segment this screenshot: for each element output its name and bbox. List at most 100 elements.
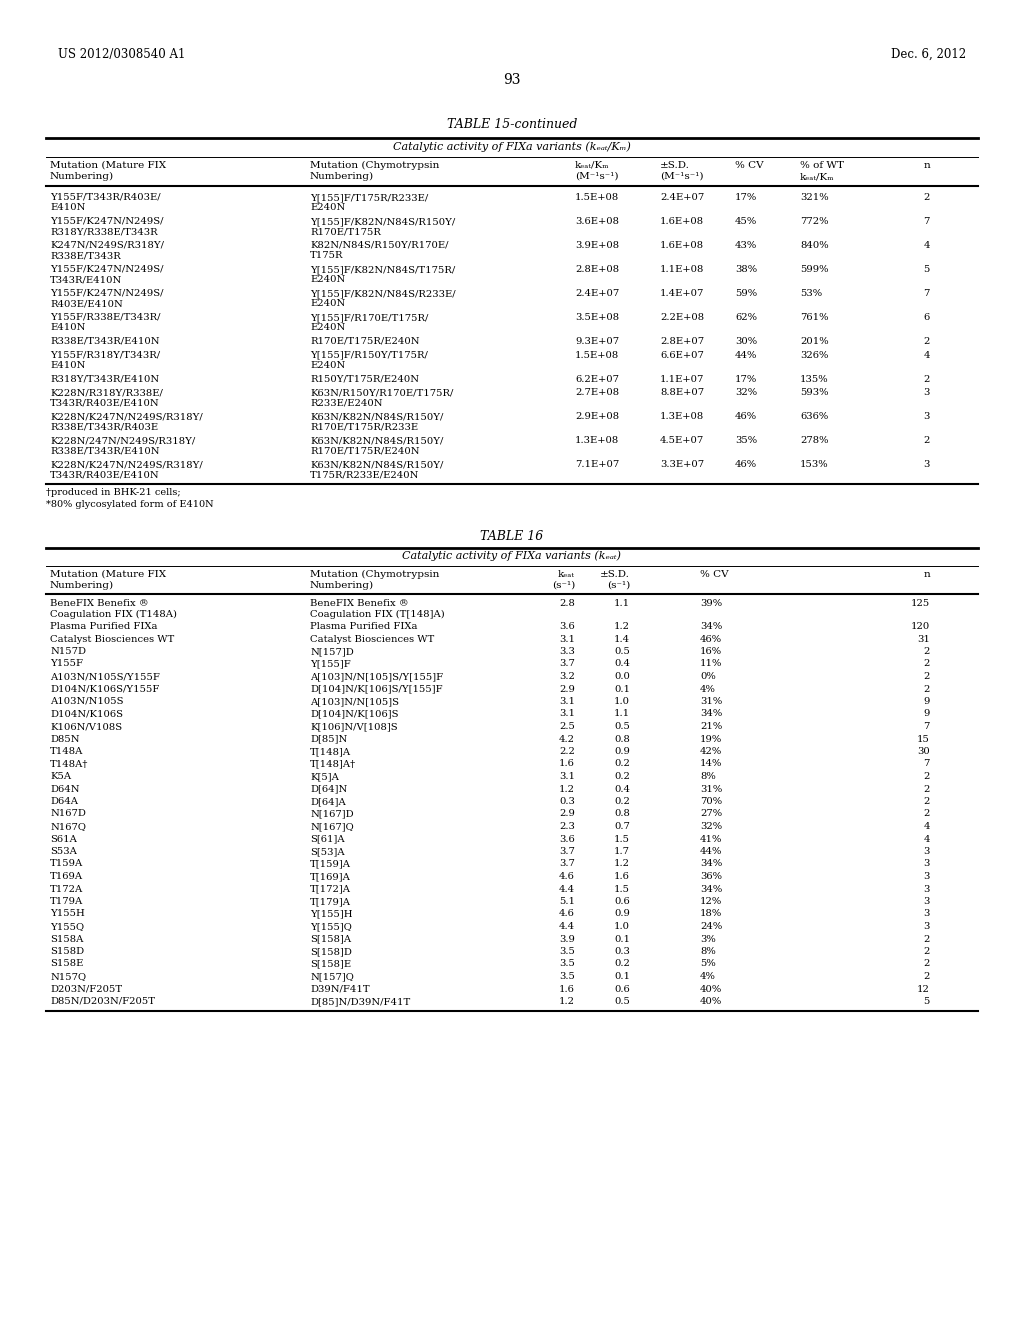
- Text: kₑₐₜ: kₑₐₜ: [558, 570, 575, 579]
- Text: Y[155]F/K82N/N84S/T175R/
E240N: Y[155]F/K82N/N84S/T175R/ E240N: [310, 265, 456, 284]
- Text: 34%: 34%: [700, 710, 722, 718]
- Text: Y155F/R338E/T343R/
E410N: Y155F/R338E/T343R/ E410N: [50, 313, 161, 333]
- Text: 1.5: 1.5: [614, 834, 630, 843]
- Text: 44%: 44%: [735, 351, 758, 359]
- Text: Catalytic activity of FIXa variants (kₑₐₜ): Catalytic activity of FIXa variants (kₑₐ…: [402, 550, 622, 561]
- Text: 2.2E+08: 2.2E+08: [660, 313, 705, 322]
- Text: 0.4: 0.4: [614, 660, 630, 668]
- Text: 0.6: 0.6: [614, 898, 630, 906]
- Text: 1.7: 1.7: [614, 847, 630, 855]
- Text: 34%: 34%: [700, 622, 722, 631]
- Text: 14%: 14%: [700, 759, 722, 768]
- Text: N[167]D: N[167]D: [310, 809, 353, 818]
- Text: T148A: T148A: [50, 747, 83, 756]
- Text: 278%: 278%: [800, 436, 828, 445]
- Text: S61A: S61A: [50, 834, 77, 843]
- Text: N167D: N167D: [50, 809, 86, 818]
- Text: Y[155]H: Y[155]H: [310, 909, 352, 919]
- Text: 12: 12: [918, 985, 930, 994]
- Text: T[169]A: T[169]A: [310, 873, 351, 880]
- Text: 6: 6: [924, 313, 930, 322]
- Text: 31: 31: [918, 635, 930, 644]
- Text: 1.6: 1.6: [559, 759, 575, 768]
- Text: 2: 2: [924, 685, 930, 693]
- Text: D203N/F205T: D203N/F205T: [50, 985, 122, 994]
- Text: 0.5: 0.5: [614, 722, 630, 731]
- Text: K63N/K82N/N84S/R150Y/
R170E/T175R/E240N: K63N/K82N/N84S/R150Y/ R170E/T175R/E240N: [310, 436, 443, 455]
- Text: 35%: 35%: [735, 436, 757, 445]
- Text: n: n: [924, 570, 930, 579]
- Text: 321%: 321%: [800, 193, 828, 202]
- Text: Mutation (Chymotrypsin: Mutation (Chymotrypsin: [310, 570, 439, 579]
- Text: 3.2: 3.2: [559, 672, 575, 681]
- Text: 761%: 761%: [800, 313, 828, 322]
- Text: 201%: 201%: [800, 337, 828, 346]
- Text: 2.8: 2.8: [559, 599, 575, 609]
- Text: A103N/N105S/Y155F: A103N/N105S/Y155F: [50, 672, 160, 681]
- Text: N167Q: N167Q: [50, 822, 86, 832]
- Text: (s⁻¹): (s⁻¹): [607, 581, 630, 590]
- Text: 7.1E+07: 7.1E+07: [575, 459, 620, 469]
- Text: 5: 5: [924, 265, 930, 275]
- Text: D[64]N: D[64]N: [310, 784, 347, 793]
- Text: D85N/D203N/F205T: D85N/D203N/F205T: [50, 997, 155, 1006]
- Text: 46%: 46%: [735, 459, 757, 469]
- Text: Y[155]F/K82N/N84S/R150Y/
R170E/T175R: Y[155]F/K82N/N84S/R150Y/ R170E/T175R: [310, 216, 456, 236]
- Text: 6.2E+07: 6.2E+07: [575, 375, 618, 384]
- Text: 9: 9: [924, 697, 930, 706]
- Text: 2: 2: [924, 935, 930, 944]
- Text: 4.5E+07: 4.5E+07: [660, 436, 705, 445]
- Text: Catalyst Biosciences WT: Catalyst Biosciences WT: [310, 635, 434, 644]
- Text: Y[155]F/R150Y/T175R/
E240N: Y[155]F/R150Y/T175R/ E240N: [310, 351, 428, 370]
- Text: 2: 2: [924, 946, 930, 956]
- Text: Y155F: Y155F: [50, 660, 83, 668]
- Text: K228N/K247N/N249S/R318Y/
R338E/T343R/R403E: K228N/K247N/N249S/R318Y/ R338E/T343R/R40…: [50, 412, 203, 432]
- Text: 11%: 11%: [700, 660, 722, 668]
- Text: 1.2: 1.2: [559, 784, 575, 793]
- Text: 41%: 41%: [700, 834, 722, 843]
- Text: 599%: 599%: [800, 265, 828, 275]
- Text: 34%: 34%: [700, 884, 722, 894]
- Text: 44%: 44%: [700, 847, 722, 855]
- Text: 3.7: 3.7: [559, 859, 575, 869]
- Text: S[61]A: S[61]A: [310, 834, 345, 843]
- Text: Y155H: Y155H: [50, 909, 85, 919]
- Text: 2: 2: [924, 647, 930, 656]
- Text: Y155F/T343R/R403E/
E410N: Y155F/T343R/R403E/ E410N: [50, 193, 161, 213]
- Text: 0.1: 0.1: [614, 972, 630, 981]
- Text: 3: 3: [924, 847, 930, 855]
- Text: 3.5E+08: 3.5E+08: [575, 313, 620, 322]
- Text: 1.1: 1.1: [613, 599, 630, 609]
- Text: Y155F/K247N/N249S/
T343R/E410N: Y155F/K247N/N249S/ T343R/E410N: [50, 265, 164, 284]
- Text: A[103]N/N[105]S: A[103]N/N[105]S: [310, 697, 399, 706]
- Text: 3.3: 3.3: [559, 647, 575, 656]
- Text: % of WT: % of WT: [800, 161, 844, 170]
- Text: 18%: 18%: [700, 909, 722, 919]
- Text: (M⁻¹s⁻¹): (M⁻¹s⁻¹): [575, 172, 618, 181]
- Text: 4: 4: [924, 822, 930, 832]
- Text: K63N/R150Y/R170E/T175R/
R233E/E240N: K63N/R150Y/R170E/T175R/ R233E/E240N: [310, 388, 454, 408]
- Text: D104N/K106S/Y155F: D104N/K106S/Y155F: [50, 685, 160, 693]
- Text: 1.3E+08: 1.3E+08: [575, 436, 620, 445]
- Text: 1.6: 1.6: [559, 985, 575, 994]
- Text: Numbering): Numbering): [310, 581, 374, 590]
- Text: 3: 3: [924, 412, 930, 421]
- Text: T172A: T172A: [50, 884, 83, 894]
- Text: 2.7E+08: 2.7E+08: [575, 388, 620, 397]
- Text: Numbering): Numbering): [310, 172, 374, 181]
- Text: 8%: 8%: [700, 772, 716, 781]
- Text: 1.5: 1.5: [614, 884, 630, 894]
- Text: 2.9: 2.9: [559, 685, 575, 693]
- Text: T159A: T159A: [50, 859, 83, 869]
- Text: 1.5E+08: 1.5E+08: [575, 351, 620, 359]
- Text: 3.6: 3.6: [559, 834, 575, 843]
- Text: *80% glycosylated form of E410N: *80% glycosylated form of E410N: [46, 500, 214, 510]
- Text: S[158]A: S[158]A: [310, 935, 351, 944]
- Text: 4: 4: [924, 351, 930, 359]
- Text: Y[155]F/R170E/T175R/
E240N: Y[155]F/R170E/T175R/ E240N: [310, 313, 428, 333]
- Text: 4.6: 4.6: [559, 873, 575, 880]
- Text: 5: 5: [924, 997, 930, 1006]
- Text: A103N/N105S: A103N/N105S: [50, 697, 124, 706]
- Text: 1.6E+08: 1.6E+08: [660, 242, 705, 249]
- Text: R338E/T343R/E410N: R338E/T343R/E410N: [50, 337, 160, 346]
